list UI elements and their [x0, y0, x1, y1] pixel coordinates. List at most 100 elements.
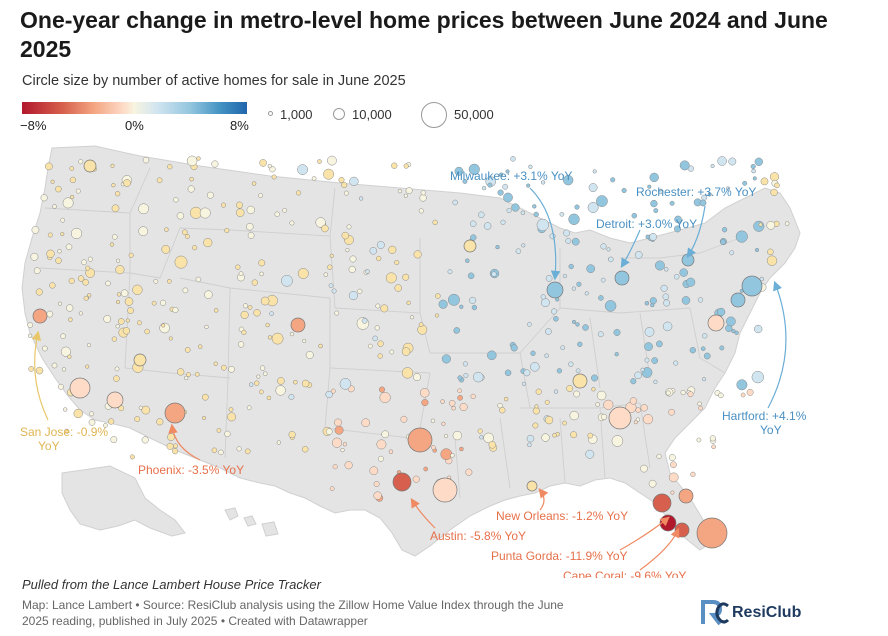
metro-bubble — [349, 255, 357, 263]
metro-bubble — [115, 265, 125, 275]
metro-bubble — [142, 156, 150, 164]
metro-bubble — [346, 224, 352, 230]
metro-bubble — [35, 288, 43, 296]
metro-bubble — [124, 297, 134, 306]
metro-bubble — [700, 346, 706, 352]
metro-bubble — [707, 192, 712, 197]
metro-bubble — [754, 247, 760, 253]
metro-bubble — [689, 347, 696, 354]
metro-bubble — [60, 333, 66, 339]
metro-bubble — [527, 442, 532, 448]
metro-bubble — [540, 294, 546, 300]
metro-bubble — [721, 227, 728, 233]
metro-bubble — [52, 204, 57, 209]
metro-bubble — [402, 273, 410, 281]
metro-bubble — [110, 163, 115, 168]
metro-bubble — [571, 237, 580, 246]
metro-bubble — [78, 311, 83, 316]
metro-bubble — [753, 220, 765, 232]
metro-bubble — [553, 389, 559, 394]
metro-bubble — [271, 332, 284, 345]
metro-bubble — [156, 177, 163, 184]
metro-bubble — [236, 201, 243, 209]
metro-bubble — [545, 328, 552, 335]
metro-bubble — [277, 377, 285, 385]
metro-bubble — [329, 253, 334, 258]
metro-bubble — [246, 205, 255, 215]
metro-bubble — [325, 390, 333, 399]
metro-bubble — [238, 271, 244, 277]
neworleans-leader — [538, 488, 549, 511]
metro-bubble — [499, 407, 506, 414]
metro-bubble — [560, 345, 566, 351]
metro-bubble — [401, 367, 414, 379]
metro-bubble — [430, 418, 436, 423]
metro-bubble — [734, 330, 739, 335]
metro-bubble — [568, 263, 574, 270]
metro-bubble — [55, 185, 62, 193]
metro-bubble — [172, 306, 179, 314]
metro-bubble — [187, 185, 195, 193]
metro-bubble — [699, 199, 707, 207]
metro-bubble — [184, 375, 189, 381]
metro-bubble — [168, 336, 173, 341]
metro-bubble — [340, 447, 345, 453]
metro-bubble — [440, 448, 453, 461]
metro-bubble — [302, 338, 307, 343]
metro-bubble — [153, 278, 159, 284]
metro-bubble — [679, 268, 688, 277]
metro-bubble — [784, 221, 790, 226]
metro-bubble — [369, 466, 379, 476]
metro-bubble — [481, 185, 487, 191]
metro-bubble — [111, 204, 120, 213]
metro-bubble — [78, 159, 84, 165]
metro-bubble — [568, 361, 574, 367]
metro-bubble — [301, 379, 310, 388]
metro-bubble — [600, 243, 607, 250]
metro-bubble — [565, 237, 572, 244]
metro-bubble — [33, 267, 41, 275]
metro-bubble — [57, 301, 63, 306]
alaska-shape — [61, 465, 186, 537]
metro-bubble — [647, 184, 652, 189]
metro-bubble — [591, 387, 596, 392]
metro-bubble — [114, 191, 121, 197]
metro-bubble — [27, 333, 33, 338]
color-scale-bar — [22, 102, 247, 114]
metro-bubble — [553, 316, 559, 322]
metro-bubble — [166, 442, 174, 450]
metro-bubble-large — [392, 472, 412, 492]
metro-bubble — [242, 303, 249, 309]
metro-bubble — [251, 279, 258, 286]
metro-bubble — [668, 454, 676, 461]
metro-bubble — [228, 407, 234, 412]
metro-bubble — [600, 413, 608, 420]
metro-bubble — [630, 378, 637, 385]
metro-bubble-large — [32, 308, 48, 324]
metro-bubble — [251, 181, 257, 186]
metro-bubble — [532, 422, 539, 429]
metro-bubble — [720, 239, 726, 245]
metro-bubble — [69, 194, 75, 200]
metro-bubble — [653, 379, 658, 384]
metro-bubble — [535, 388, 542, 395]
puntagorda-label: Punta Gorda: -11.9% YoY — [491, 549, 628, 563]
metro-bubble — [248, 382, 254, 387]
metro-bubble — [510, 156, 516, 162]
metro-bubble — [575, 368, 581, 374]
metro-bubble-large — [696, 517, 728, 549]
metro-bubble — [315, 217, 326, 228]
resiclub-logo[interactable]: ResiClub — [700, 598, 850, 628]
metro-bubble — [698, 405, 703, 411]
metro-bubble — [544, 353, 549, 358]
metro-bubble — [339, 378, 352, 390]
metro-bubble — [334, 418, 342, 427]
metro-bubble-large — [290, 317, 306, 333]
metro-bubble — [502, 183, 509, 190]
metro-bubble — [717, 156, 727, 166]
metro-bubble — [523, 369, 531, 377]
metro-bubble — [559, 211, 565, 217]
metro-bubble — [403, 193, 408, 198]
metro-bubble — [463, 373, 469, 378]
metro-bubble — [716, 307, 726, 317]
